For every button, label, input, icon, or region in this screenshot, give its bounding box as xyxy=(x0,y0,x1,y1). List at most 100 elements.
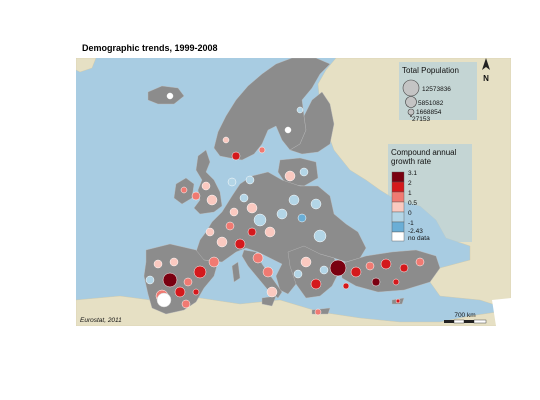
region-circle xyxy=(297,213,307,223)
swatch-no-data xyxy=(391,231,405,242)
region-circles xyxy=(145,92,425,316)
region-circle xyxy=(342,282,350,290)
region-circle xyxy=(319,265,329,275)
growth-break-label: 3.1 xyxy=(408,170,417,177)
population-legend: Total Population 12573836 5851082 166885… xyxy=(399,62,477,123)
swatch-0-to-0.5 xyxy=(391,201,405,213)
balkans xyxy=(287,245,341,299)
swatch-minus1-to-0 xyxy=(391,211,405,223)
swatch-minus2.43-to-minus1 xyxy=(391,221,405,233)
region-circle xyxy=(276,208,288,220)
population-symbols xyxy=(402,79,420,118)
finland xyxy=(289,91,335,155)
swatch-1-to-2 xyxy=(391,181,405,193)
region-circle xyxy=(193,265,207,279)
region-circle xyxy=(296,106,304,114)
region-circle xyxy=(329,259,347,277)
small-white-patch xyxy=(492,298,511,326)
north-label: N xyxy=(483,74,489,83)
region-circle xyxy=(284,170,296,182)
region-circle xyxy=(206,194,218,206)
region-circle xyxy=(392,278,400,286)
north-arrow-icon xyxy=(482,58,490,70)
pop-symbol-medium xyxy=(407,108,415,116)
region-circle xyxy=(169,257,179,267)
region-circle xyxy=(162,272,178,288)
scale-bar-segment-dark xyxy=(444,320,454,323)
growth-break-label: 1 xyxy=(408,190,412,197)
region-circle xyxy=(234,238,246,250)
region-circle xyxy=(239,193,249,203)
region-circle xyxy=(231,151,241,161)
region-circle xyxy=(293,269,303,279)
region-circle xyxy=(222,136,230,144)
region-circle xyxy=(310,278,322,290)
scandinavia xyxy=(213,58,331,161)
sardinia xyxy=(231,261,241,283)
region-circle xyxy=(166,92,174,100)
pop-label: 1668854 xyxy=(416,109,442,116)
region-circle xyxy=(262,266,274,278)
region-circle xyxy=(310,198,322,210)
map-frame[interactable]: N Total Population 12573836 5851082 1668… xyxy=(76,58,511,326)
scale-bar: 700 km xyxy=(444,312,487,324)
region-circle xyxy=(201,181,211,191)
growth-swatches xyxy=(391,171,405,242)
region-circle xyxy=(247,227,257,237)
iceland xyxy=(147,85,185,105)
region-circle xyxy=(314,308,322,316)
region-circle xyxy=(313,229,327,243)
region-circle xyxy=(399,263,409,273)
growth-break-label: 2 xyxy=(408,180,412,187)
swatch-0.5-to-1 xyxy=(391,191,405,203)
region-circle xyxy=(371,277,381,287)
region-circle xyxy=(246,202,258,214)
region-circle xyxy=(145,275,155,285)
pop-label: 27153 xyxy=(412,116,430,123)
region-circle xyxy=(229,207,239,217)
region-circle xyxy=(216,236,228,248)
region-circle xyxy=(174,286,186,298)
pop-label: 5851082 xyxy=(418,100,444,107)
region-circle xyxy=(264,226,276,238)
map-title: Demographic trends, 1999-2008 xyxy=(82,43,218,53)
region-circle xyxy=(288,194,300,206)
scale-bar-segment-light xyxy=(453,319,465,324)
region-circle xyxy=(245,175,255,185)
swatch-2-to-3.1 xyxy=(391,171,405,183)
scale-bar-label: 700 km xyxy=(454,312,475,319)
scale-bar-segment-dark xyxy=(464,320,474,323)
greenland-edge xyxy=(76,58,97,73)
region-circle xyxy=(192,288,200,296)
region-circle xyxy=(266,286,278,298)
region-circle xyxy=(380,258,392,270)
growth-legend: Compound annual growth rate 3.1 2 1 0.5 … xyxy=(388,144,472,242)
region-circle xyxy=(395,298,401,304)
region-circle xyxy=(365,261,375,271)
region-circle xyxy=(350,266,362,278)
growth-legend-title-line2: growth rate xyxy=(391,157,432,166)
scale-bar-segment-light xyxy=(473,319,487,324)
region-circle xyxy=(153,259,163,269)
region-circle xyxy=(183,277,193,287)
pop-label: 12573836 xyxy=(422,86,451,93)
region-circle xyxy=(205,227,215,237)
population-legend-title: Total Population xyxy=(402,66,459,75)
region-circle xyxy=(253,213,267,227)
region-circle xyxy=(225,221,235,231)
data-land xyxy=(143,58,441,315)
pop-symbol-large xyxy=(405,96,417,108)
growth-break-label: 0 xyxy=(408,210,412,217)
region-circle xyxy=(156,292,172,308)
no-data-label: no data xyxy=(408,235,430,242)
region-circle xyxy=(299,167,309,177)
turkey xyxy=(339,249,441,293)
north-arrow: N xyxy=(482,58,490,83)
growth-break-label: -2.43 xyxy=(408,228,423,235)
region-circle xyxy=(300,256,312,268)
region-circle xyxy=(227,177,237,187)
region-circle xyxy=(284,126,292,134)
growth-break-label: 0.5 xyxy=(408,200,417,207)
region-circle xyxy=(208,256,220,268)
pop-symbol-largest xyxy=(402,79,420,97)
